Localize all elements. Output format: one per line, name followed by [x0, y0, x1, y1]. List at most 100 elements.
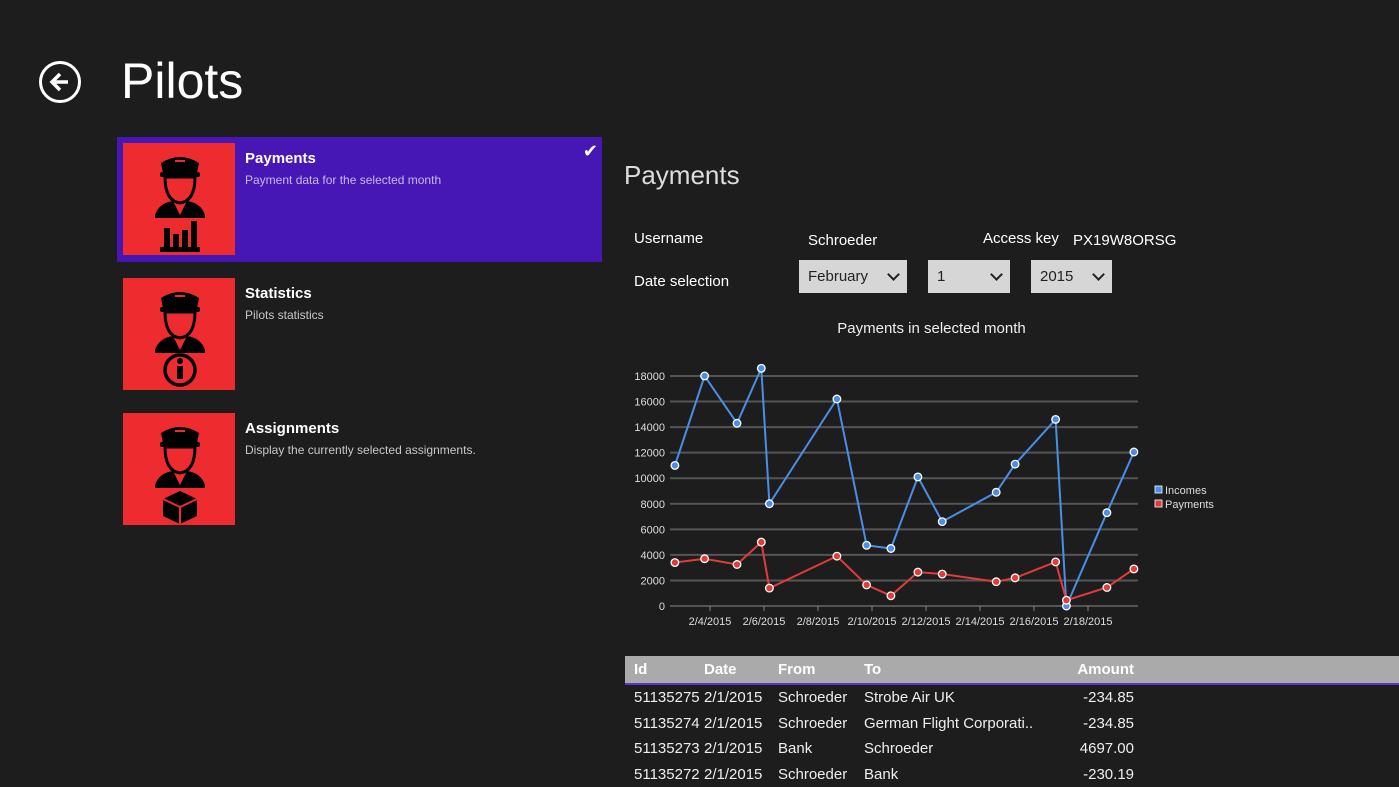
chevron-down-icon — [1092, 267, 1105, 281]
username-value: Schroeder — [808, 232, 878, 249]
year-select[interactable]: 2015 — [1031, 260, 1112, 293]
data-point-incomes — [700, 371, 710, 381]
table-cell: 51135274 — [634, 714, 700, 732]
column-header[interactable]: Date — [704, 661, 737, 678]
pilot-chart-icon — [123, 143, 235, 255]
x-tick-label: 2/14/2015 — [956, 616, 1005, 628]
x-tick-label: 2/18/2015 — [1064, 616, 1113, 628]
nav-item-subtitle: Payment data for the selected month — [245, 173, 442, 187]
nav-item-subtitle: Pilots statistics — [245, 308, 324, 322]
page-title: Pilots — [121, 53, 244, 109]
chevron-down-icon — [887, 267, 900, 281]
data-point-incomes — [1102, 508, 1112, 518]
nav-item-assignments[interactable]: Assignments Display the currently select… — [117, 407, 602, 532]
data-point-payments — [756, 537, 766, 547]
day-select[interactable]: 1 — [928, 260, 1010, 293]
data-point-incomes — [832, 394, 842, 404]
data-point-incomes — [862, 540, 872, 550]
table-cell: Schroeder — [778, 765, 848, 783]
data-point-payments — [1061, 595, 1071, 605]
nav-item-statistics[interactable]: Statistics Pilots statistics — [117, 272, 602, 397]
y-tick-label: 6000 — [641, 524, 665, 536]
arrow-left-icon — [49, 72, 68, 92]
day-value: 1 — [937, 268, 946, 285]
data-point-payments — [700, 554, 710, 564]
series-line-payments — [674, 540, 1135, 602]
y-tick-label: 4000 — [641, 550, 665, 562]
table-row[interactable]: 51135275 2/1/2015 Schroeder Strobe Air UK -2… — [625, 685, 1399, 711]
data-point-payments — [764, 583, 774, 593]
pilot-box-icon — [123, 413, 235, 525]
table-cell: German Flight Corporati.. — [864, 714, 1034, 732]
data-point-incomes — [886, 544, 896, 553]
table-cell: 2/1/2015 — [704, 689, 763, 707]
legend-label: Payments — [1165, 499, 1214, 511]
data-point-incomes — [937, 517, 947, 527]
x-tick-label: 2/6/2015 — [743, 616, 786, 628]
pilot-info-icon — [123, 278, 235, 390]
x-tick-label: 2/16/2015 — [1010, 616, 1059, 628]
chart-title: Payments in selected month — [837, 320, 1026, 337]
data-point-payments — [1051, 557, 1061, 567]
nav-item-title: Payments — [245, 150, 316, 167]
table-cell: 51135273 — [634, 740, 700, 758]
back-button[interactable] — [39, 61, 81, 103]
table-row[interactable]: 51135272 2/1/2015 Schroeder Bank -230.19 — [625, 762, 1399, 787]
table-cell: Bank — [778, 740, 813, 758]
table-cell: Schroeder — [778, 689, 848, 707]
table-cell: Schroeder — [778, 714, 848, 732]
data-point-incomes — [764, 499, 774, 509]
data-point-payments — [862, 580, 872, 590]
table-cell: 2/1/2015 — [704, 714, 763, 732]
section-title: Payments — [624, 160, 740, 190]
table-row[interactable]: 51135274 2/1/2015 Schroeder German Flight C… — [625, 711, 1399, 737]
date-selection-label: Date selection — [634, 273, 730, 290]
nav-item-subtitle: Display the currently selected assignmen… — [245, 443, 476, 457]
access-key-label: Access key — [983, 230, 1059, 247]
data-point-payments — [937, 569, 947, 579]
nav-item-payments[interactable]: Payments Payment data for the selected m… — [117, 137, 602, 262]
column-header[interactable]: To — [864, 661, 882, 678]
table-cell: 2/1/2015 — [704, 765, 763, 783]
y-tick-label: 2000 — [641, 575, 665, 587]
data-point-incomes — [670, 460, 680, 470]
table-cell: -230.19 — [1083, 765, 1134, 783]
table-cell: 4697.00 — [1079, 740, 1134, 758]
y-tick-label: 18000 — [634, 371, 665, 383]
y-tick-label: 10000 — [634, 473, 665, 485]
payments-chart: 0 2000 4000 6000 8000 10000 12000 14000 16000 180… — [634, 363, 1214, 628]
payments-table: Id Date From To Amount 51135275 2/1/2015 Schro… — [625, 656, 1399, 787]
y-tick-label: 8000 — [641, 499, 665, 511]
month-select[interactable]: February — [799, 260, 907, 293]
x-tick-label: 2/8/2015 — [797, 616, 840, 628]
table-cell: 51135272 — [634, 765, 700, 783]
data-point-incomes — [991, 487, 1001, 497]
data-point-payments — [1010, 573, 1020, 583]
column-header[interactable]: From — [778, 661, 816, 678]
checkmark-icon: ✔ — [582, 141, 598, 161]
table-cell: -234.85 — [1083, 714, 1134, 732]
legend-swatch — [1154, 485, 1163, 494]
column-header[interactable]: Amount — [1077, 661, 1134, 678]
year-value: 2015 — [1040, 268, 1074, 285]
data-point-payments — [832, 551, 842, 561]
data-point-incomes — [732, 418, 742, 428]
x-tick-label: 2/10/2015 — [848, 616, 897, 628]
data-point-incomes — [913, 472, 923, 482]
legend-label: Incomes — [1165, 485, 1207, 497]
data-point-incomes — [1051, 414, 1061, 424]
legend-swatch — [1154, 499, 1163, 508]
data-point-payments — [732, 560, 742, 569]
table-row[interactable]: 51135273 2/1/2015 Bank Schroeder 4697.00 — [625, 736, 1399, 762]
table-cell: Bank — [864, 765, 899, 783]
table-cell: -234.85 — [1083, 689, 1134, 707]
access-key-value: PX19W8ORSG — [1073, 232, 1177, 249]
data-point-payments — [886, 591, 896, 601]
x-tick-label: 2/4/2015 — [689, 616, 732, 628]
data-point-incomes — [1129, 447, 1139, 457]
y-tick-label: 16000 — [634, 397, 665, 409]
column-header[interactable]: Id — [634, 661, 648, 678]
series-line-incomes — [673, 367, 1135, 607]
x-tick-label: 2/12/2015 — [902, 616, 951, 628]
nav-item-title: Statistics — [245, 285, 312, 302]
